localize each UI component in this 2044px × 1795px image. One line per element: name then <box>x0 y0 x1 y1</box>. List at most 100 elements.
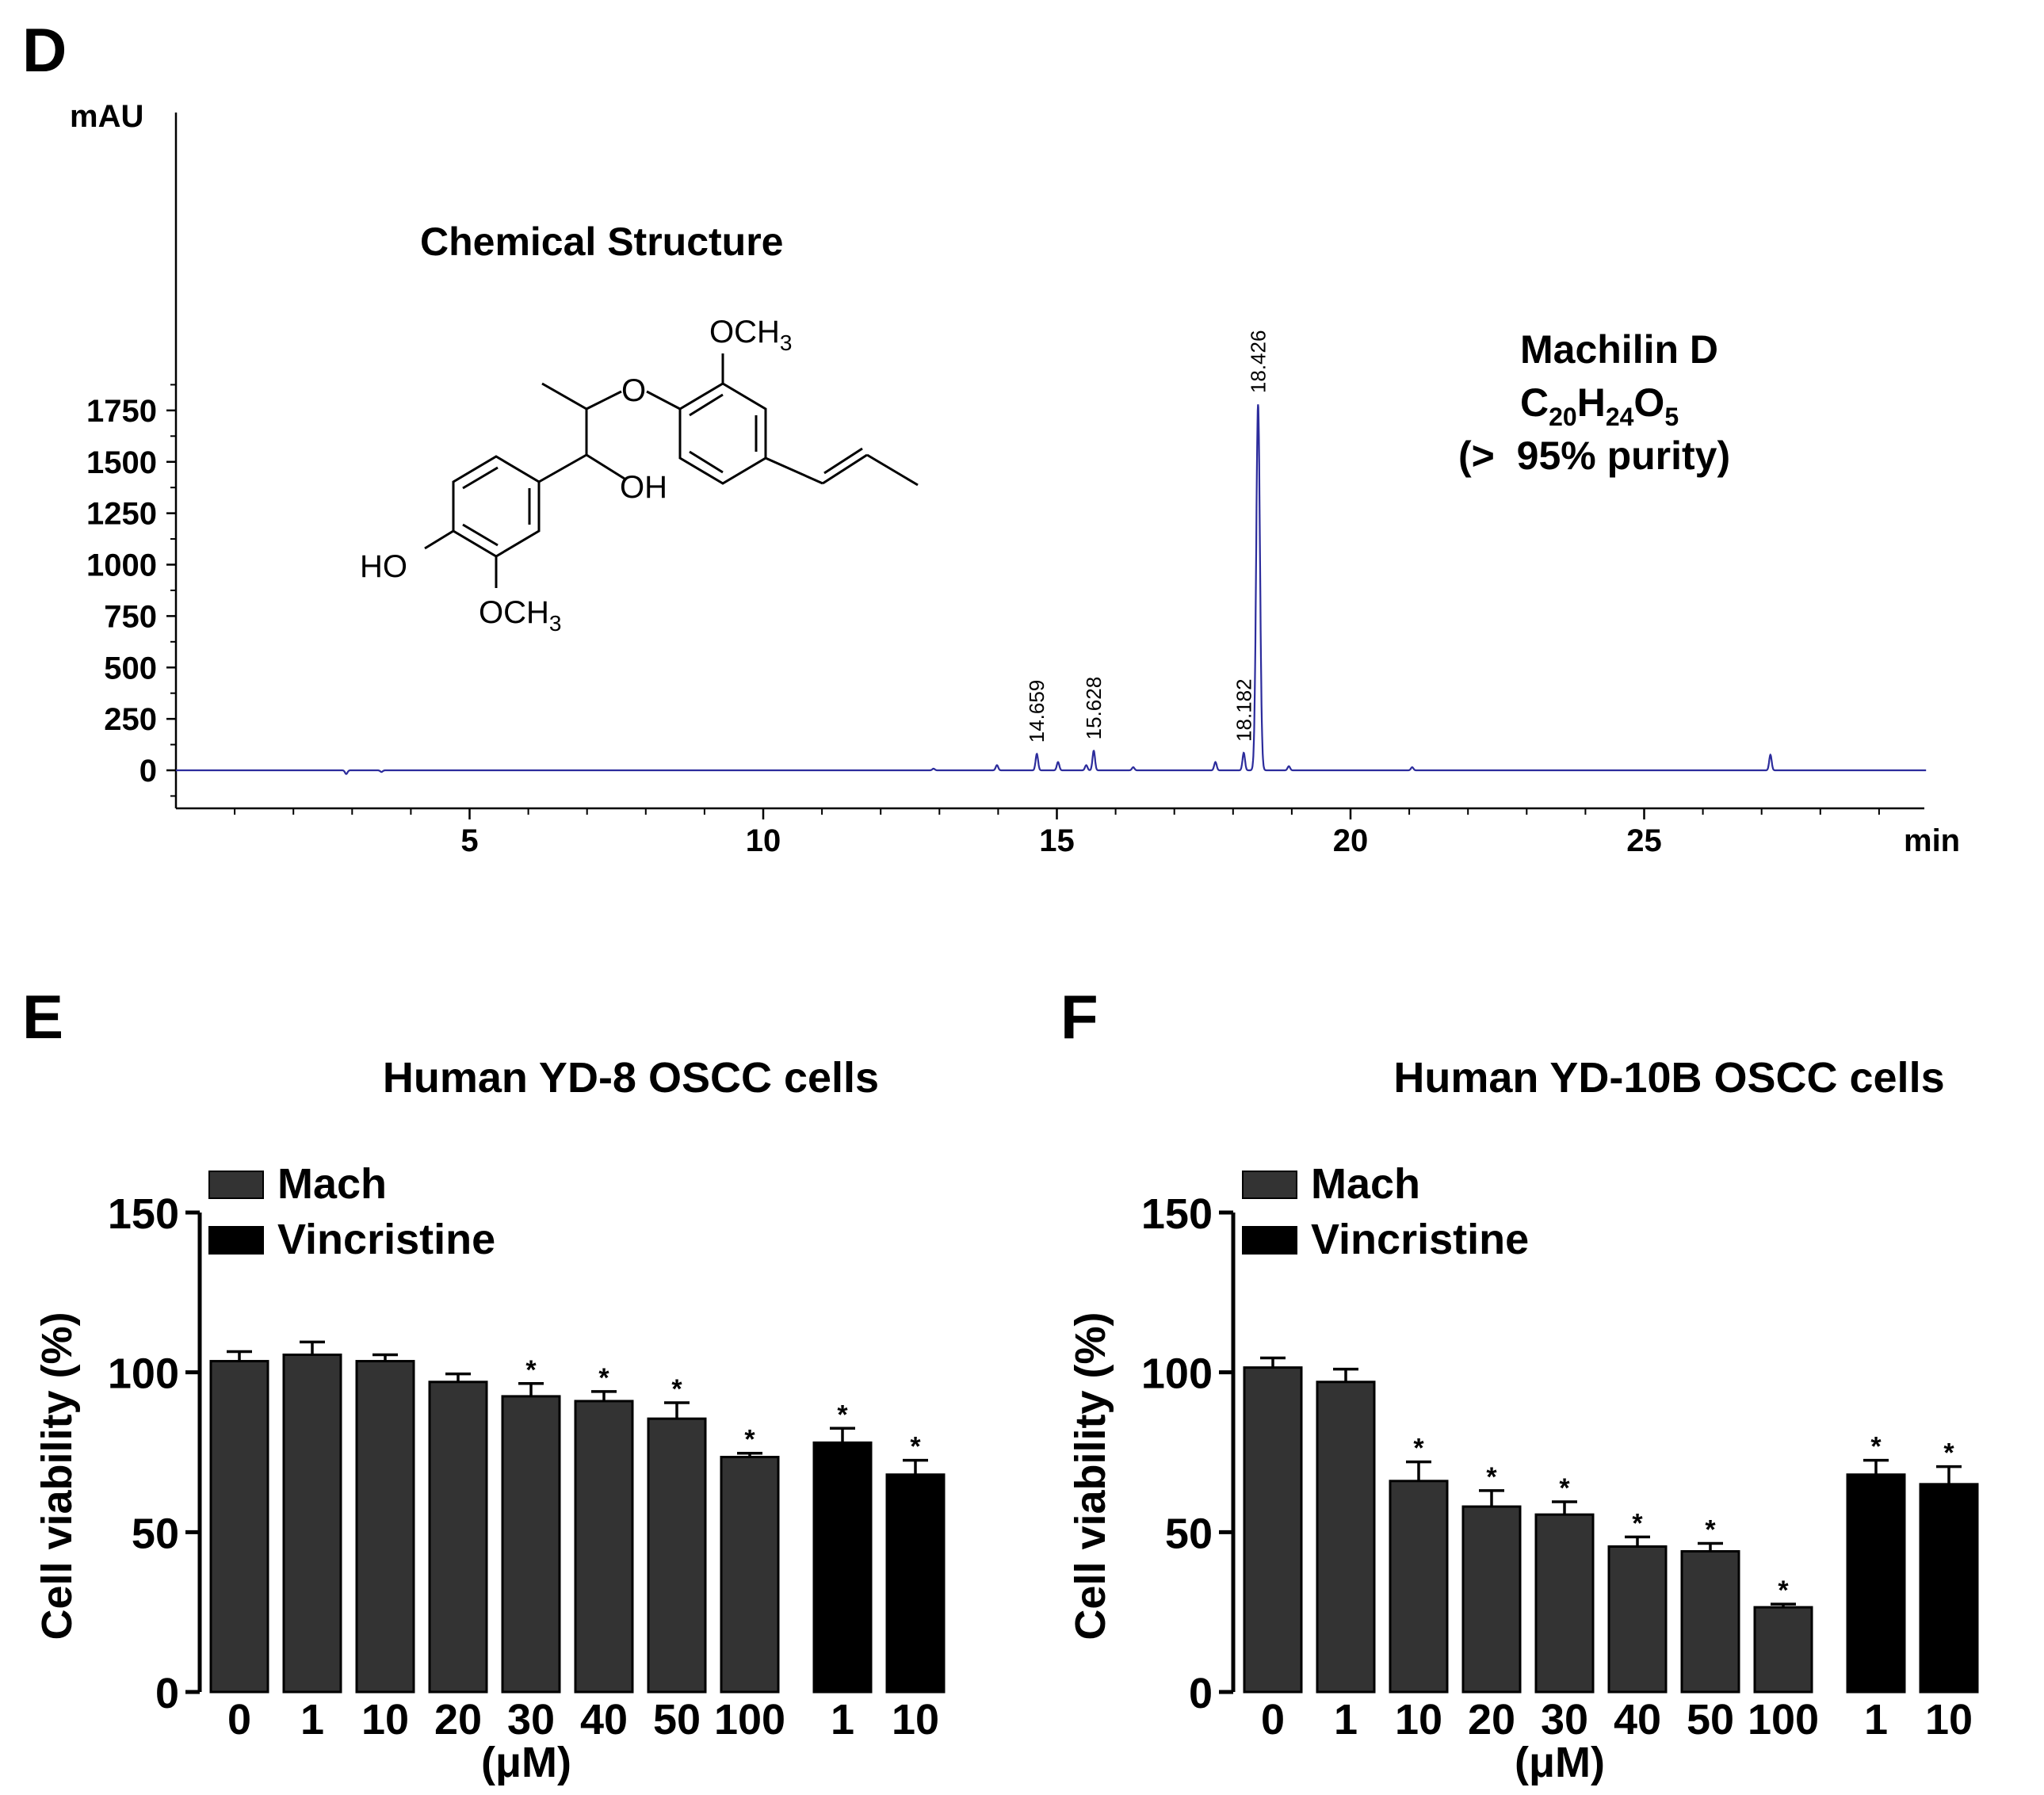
atom-och3-bottom-sub: 3 <box>549 611 562 636</box>
ring-right <box>678 382 767 485</box>
significance-star: * <box>1632 1508 1643 1538</box>
atom-label-oh: OH <box>620 470 667 505</box>
y-tick-label: 150 <box>108 1190 179 1238</box>
x-tick-label: 20 <box>434 1696 482 1743</box>
significance-star: * <box>598 1363 609 1393</box>
panel-e-title: Human YD-8 OSCC cells <box>383 1054 879 1102</box>
bar <box>1316 1381 1376 1694</box>
y-tick-label: 100 <box>1141 1350 1213 1398</box>
y-axis-label: Cell viability (%) <box>33 1312 81 1640</box>
bar <box>1680 1550 1740 1694</box>
bar <box>1919 1483 1979 1694</box>
bar <box>209 1360 269 1694</box>
significance-star: * <box>744 1425 755 1455</box>
bar <box>885 1473 946 1694</box>
chromatogram-peak-label: 18.182 <box>1232 678 1255 742</box>
bond-ch-o <box>586 390 622 411</box>
x-tick-label: 30 <box>507 1696 555 1743</box>
chromatogram-x-tick-label: 20 <box>1333 823 1369 858</box>
x-tick-label: 10 <box>361 1696 409 1743</box>
x-tick-label: 100 <box>1748 1696 1819 1743</box>
chromatogram-y-tick-label: 1250 <box>86 497 157 532</box>
formula-h: H <box>1577 380 1606 425</box>
chromatogram-peak-label: 18.426 <box>1246 330 1270 394</box>
chemical-structure <box>424 353 919 588</box>
chromatogram-y-unit: mAU <box>70 99 143 134</box>
chromatogram-peak-label: 15.628 <box>1082 677 1106 740</box>
chromatogram: mAU min 0 250 500 750 1000 1250 1500 1750 5 10 15 2… <box>70 99 1960 858</box>
y-tick-label: 0 <box>155 1670 179 1717</box>
formula-c-count: 20 <box>1549 403 1577 431</box>
significance-star: * <box>837 1400 848 1430</box>
compound-formula: C20H24O5 <box>1520 380 1679 431</box>
ring-left <box>452 455 541 558</box>
x-tick-label: 20 <box>1468 1696 1515 1743</box>
chromatogram-x-tick-label: 25 <box>1626 823 1662 858</box>
significance-star: * <box>1559 1473 1570 1503</box>
chromatogram-x-unit: min <box>1904 823 1960 858</box>
bar <box>812 1441 873 1694</box>
ring-right-double-3 <box>689 450 724 474</box>
chromatogram-y-tick-label: 250 <box>104 702 157 737</box>
structure-atom-labels: OCH3 O OH HO OCH3 <box>360 315 792 636</box>
significance-star: * <box>910 1432 921 1462</box>
atom-och3-bottom-text: OCH <box>479 595 549 630</box>
bar <box>355 1360 415 1694</box>
chromatogram-x-tick-label: 10 <box>746 823 781 858</box>
bond-propenyl-3 <box>866 453 919 487</box>
legend-swatch-vincristine <box>1242 1226 1297 1255</box>
chromatogram-y-tick-label: 1750 <box>86 394 157 429</box>
structure-title: Chemical Structure <box>420 220 783 264</box>
x-tick-label: 10 <box>1395 1696 1442 1743</box>
y-axis-label: Cell viability (%) <box>1067 1312 1114 1640</box>
atom-label-ho: HO <box>360 549 407 584</box>
significance-star: * <box>1870 1432 1882 1462</box>
y-tick-label: 0 <box>1189 1670 1213 1717</box>
x-tick-label: 40 <box>1614 1696 1661 1743</box>
x-tick-label: 0 <box>1261 1696 1285 1743</box>
legend-swatch-vincristine <box>208 1226 264 1255</box>
panel-label-d: D <box>22 15 67 85</box>
bar <box>1389 1480 1449 1694</box>
x-axis-label: (μM) <box>481 1739 571 1786</box>
bond-choh-oh <box>586 453 625 480</box>
bond-o-ring <box>646 390 681 411</box>
chromatogram-peak-labels: 14.659 15.628 18.182 18.426 <box>1025 330 1270 743</box>
significance-star: * <box>1778 1575 1789 1606</box>
x-tick-label: 50 <box>1687 1696 1734 1743</box>
bond-propenyl-2b <box>823 447 863 475</box>
legend-label-mach: Mach <box>277 1160 387 1208</box>
bond-propenyl-1 <box>765 456 823 485</box>
atom-och3-top-sub: 3 <box>780 330 793 355</box>
x-tick-label: 40 <box>580 1696 628 1743</box>
bar <box>1607 1545 1668 1694</box>
chromatogram-ticks: 0 250 500 750 1000 1250 1500 1750 5 10 15 20 25 <box>86 384 1880 858</box>
bar <box>282 1353 342 1694</box>
significance-star: * <box>671 1374 682 1404</box>
bar <box>1534 1513 1595 1694</box>
chromatogram-x-tick-label: 5 <box>460 823 478 858</box>
x-tick-label: 10 <box>1925 1696 1973 1743</box>
atom-label-och3-top: OCH3 <box>709 315 792 355</box>
ring-left-double-1 <box>462 466 499 490</box>
x-tick-label: 30 <box>1541 1696 1588 1743</box>
panel-label-e: E <box>22 982 63 1052</box>
bar <box>647 1417 707 1694</box>
y-tick-label: 100 <box>108 1350 179 1398</box>
compound-purity: (> 95% purity) <box>1458 433 1730 478</box>
x-axis-label: (μM) <box>1515 1739 1605 1786</box>
atom-label-o: O <box>621 373 646 408</box>
x-tick-label: 1 <box>1334 1696 1358 1743</box>
bond-ring-choh <box>538 453 587 483</box>
x-tick-label: 1 <box>1864 1696 1888 1743</box>
formula-c: C <box>1520 380 1549 425</box>
panel-f-title: Human YD-10B OSCC cells <box>1393 1054 1944 1102</box>
x-tick-label: 1 <box>300 1696 324 1743</box>
formula-h-count: 24 <box>1606 403 1634 431</box>
y-tick-label: 50 <box>132 1510 179 1557</box>
significance-star: * <box>1486 1462 1497 1492</box>
panel-label-f: F <box>1060 982 1098 1052</box>
